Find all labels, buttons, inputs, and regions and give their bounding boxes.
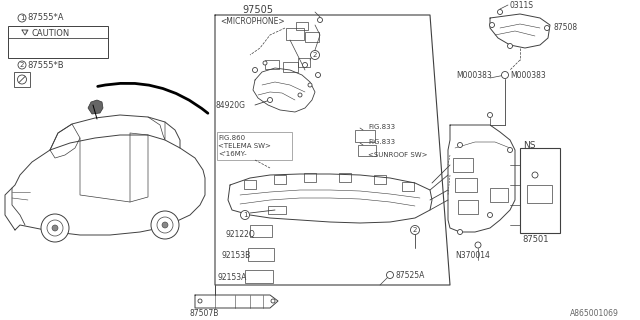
Circle shape: [508, 44, 513, 49]
Text: <SUNROOF SW>: <SUNROOF SW>: [368, 152, 428, 158]
Circle shape: [263, 61, 267, 65]
Text: 92122Q: 92122Q: [225, 230, 255, 239]
Bar: [244, 180, 256, 189]
Circle shape: [502, 71, 509, 78]
Text: 87555*A: 87555*A: [27, 13, 63, 22]
Circle shape: [271, 299, 275, 303]
Circle shape: [545, 26, 550, 30]
Text: M000383: M000383: [456, 70, 492, 79]
Circle shape: [253, 68, 257, 73]
Bar: [305, 32, 319, 42]
Circle shape: [488, 212, 493, 218]
Circle shape: [198, 299, 202, 303]
Bar: [490, 188, 508, 202]
Circle shape: [303, 62, 307, 68]
Bar: [527, 185, 552, 203]
Circle shape: [497, 10, 502, 14]
Circle shape: [162, 222, 168, 228]
Circle shape: [268, 98, 273, 102]
Text: 0311S: 0311S: [510, 1, 534, 10]
Circle shape: [52, 225, 58, 231]
Bar: [265, 60, 279, 69]
Bar: [402, 182, 414, 191]
Circle shape: [241, 211, 250, 220]
Circle shape: [18, 14, 26, 22]
Text: M000383: M000383: [510, 70, 546, 79]
Text: 2: 2: [413, 227, 417, 233]
Circle shape: [310, 51, 319, 60]
Text: 92153B: 92153B: [222, 252, 252, 260]
Text: FIG.860: FIG.860: [218, 135, 245, 141]
Circle shape: [488, 113, 493, 117]
Text: N370014: N370014: [455, 251, 490, 260]
Text: 87555*B: 87555*B: [27, 60, 63, 69]
Bar: [374, 175, 386, 184]
Text: 2: 2: [313, 52, 317, 58]
Bar: [245, 270, 273, 283]
Circle shape: [47, 220, 63, 236]
Bar: [248, 248, 274, 261]
Bar: [453, 158, 473, 172]
Bar: [358, 145, 376, 156]
Bar: [286, 28, 304, 40]
Text: FIG.833: FIG.833: [368, 124, 395, 130]
Circle shape: [458, 229, 463, 235]
Bar: [268, 206, 286, 214]
Bar: [298, 58, 310, 67]
Text: 2: 2: [20, 62, 24, 68]
Text: !: !: [24, 30, 26, 35]
Circle shape: [475, 242, 481, 248]
Text: 87525A: 87525A: [396, 270, 426, 279]
Circle shape: [308, 83, 312, 87]
Circle shape: [532, 172, 538, 178]
Text: 84920G: 84920G: [216, 100, 246, 109]
Bar: [217, 132, 292, 160]
Circle shape: [410, 226, 419, 235]
Bar: [8, 26, 108, 58]
Circle shape: [387, 271, 394, 278]
Circle shape: [18, 61, 26, 69]
Text: NS: NS: [523, 140, 536, 149]
Text: 87507B: 87507B: [190, 308, 220, 317]
Text: CAUTION: CAUTION: [32, 28, 70, 37]
Text: FIG.833: FIG.833: [368, 139, 395, 145]
Text: 1: 1: [243, 212, 247, 218]
Polygon shape: [88, 100, 103, 114]
Text: <TELEMA SW>: <TELEMA SW>: [218, 143, 271, 149]
Bar: [250, 225, 272, 237]
Circle shape: [317, 18, 323, 22]
Text: A865001069: A865001069: [570, 309, 619, 318]
Circle shape: [508, 148, 513, 153]
Bar: [296, 22, 308, 30]
Bar: [304, 173, 316, 182]
Bar: [355, 130, 375, 142]
Text: 92153A: 92153A: [218, 274, 248, 283]
Circle shape: [157, 217, 173, 233]
Circle shape: [316, 73, 321, 77]
Bar: [520, 148, 560, 233]
Bar: [283, 62, 298, 72]
Circle shape: [490, 22, 495, 28]
Bar: [339, 173, 351, 182]
Text: <MICROPHONE>: <MICROPHONE>: [220, 18, 285, 27]
Bar: [274, 175, 286, 184]
Bar: [458, 200, 478, 214]
Bar: [455, 178, 477, 192]
Text: <'16MY-: <'16MY-: [218, 151, 246, 157]
Text: 97505: 97505: [243, 5, 273, 15]
Circle shape: [458, 142, 463, 148]
Circle shape: [41, 214, 69, 242]
Circle shape: [151, 211, 179, 239]
Bar: [14, 72, 30, 87]
Text: 1: 1: [20, 15, 24, 21]
Text: 87508: 87508: [553, 23, 577, 33]
Circle shape: [298, 93, 302, 97]
Text: 87501: 87501: [522, 236, 548, 244]
